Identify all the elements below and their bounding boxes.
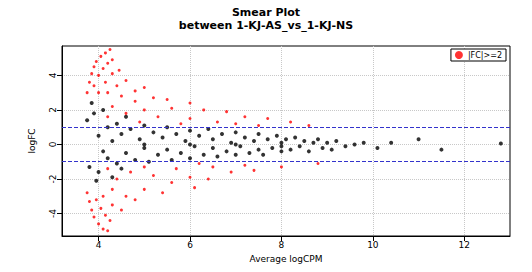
svg-text:|FC|>=2: |FC|>=2: [468, 51, 502, 60]
svg-text:2: 2: [48, 107, 58, 113]
svg-text:4: 4: [96, 240, 102, 250]
svg-text:-2: -2: [48, 175, 58, 184]
svg-text:8: 8: [279, 240, 285, 250]
svg-text:4: 4: [48, 72, 58, 78]
svg-text:10: 10: [367, 240, 379, 250]
svg-text:between 1-KJ-AS_vs_1-KJ-NS: between 1-KJ-AS_vs_1-KJ-NS: [179, 19, 353, 32]
svg-text:-4: -4: [48, 209, 58, 218]
svg-text:logFC: logFC: [27, 128, 37, 153]
svg-text:Smear Plot: Smear Plot: [232, 6, 300, 19]
svg-text:0: 0: [48, 141, 58, 147]
svg-text:Average logCPM: Average logCPM: [249, 254, 322, 264]
svg-text:12: 12: [459, 240, 470, 250]
svg-text:6: 6: [187, 240, 193, 250]
